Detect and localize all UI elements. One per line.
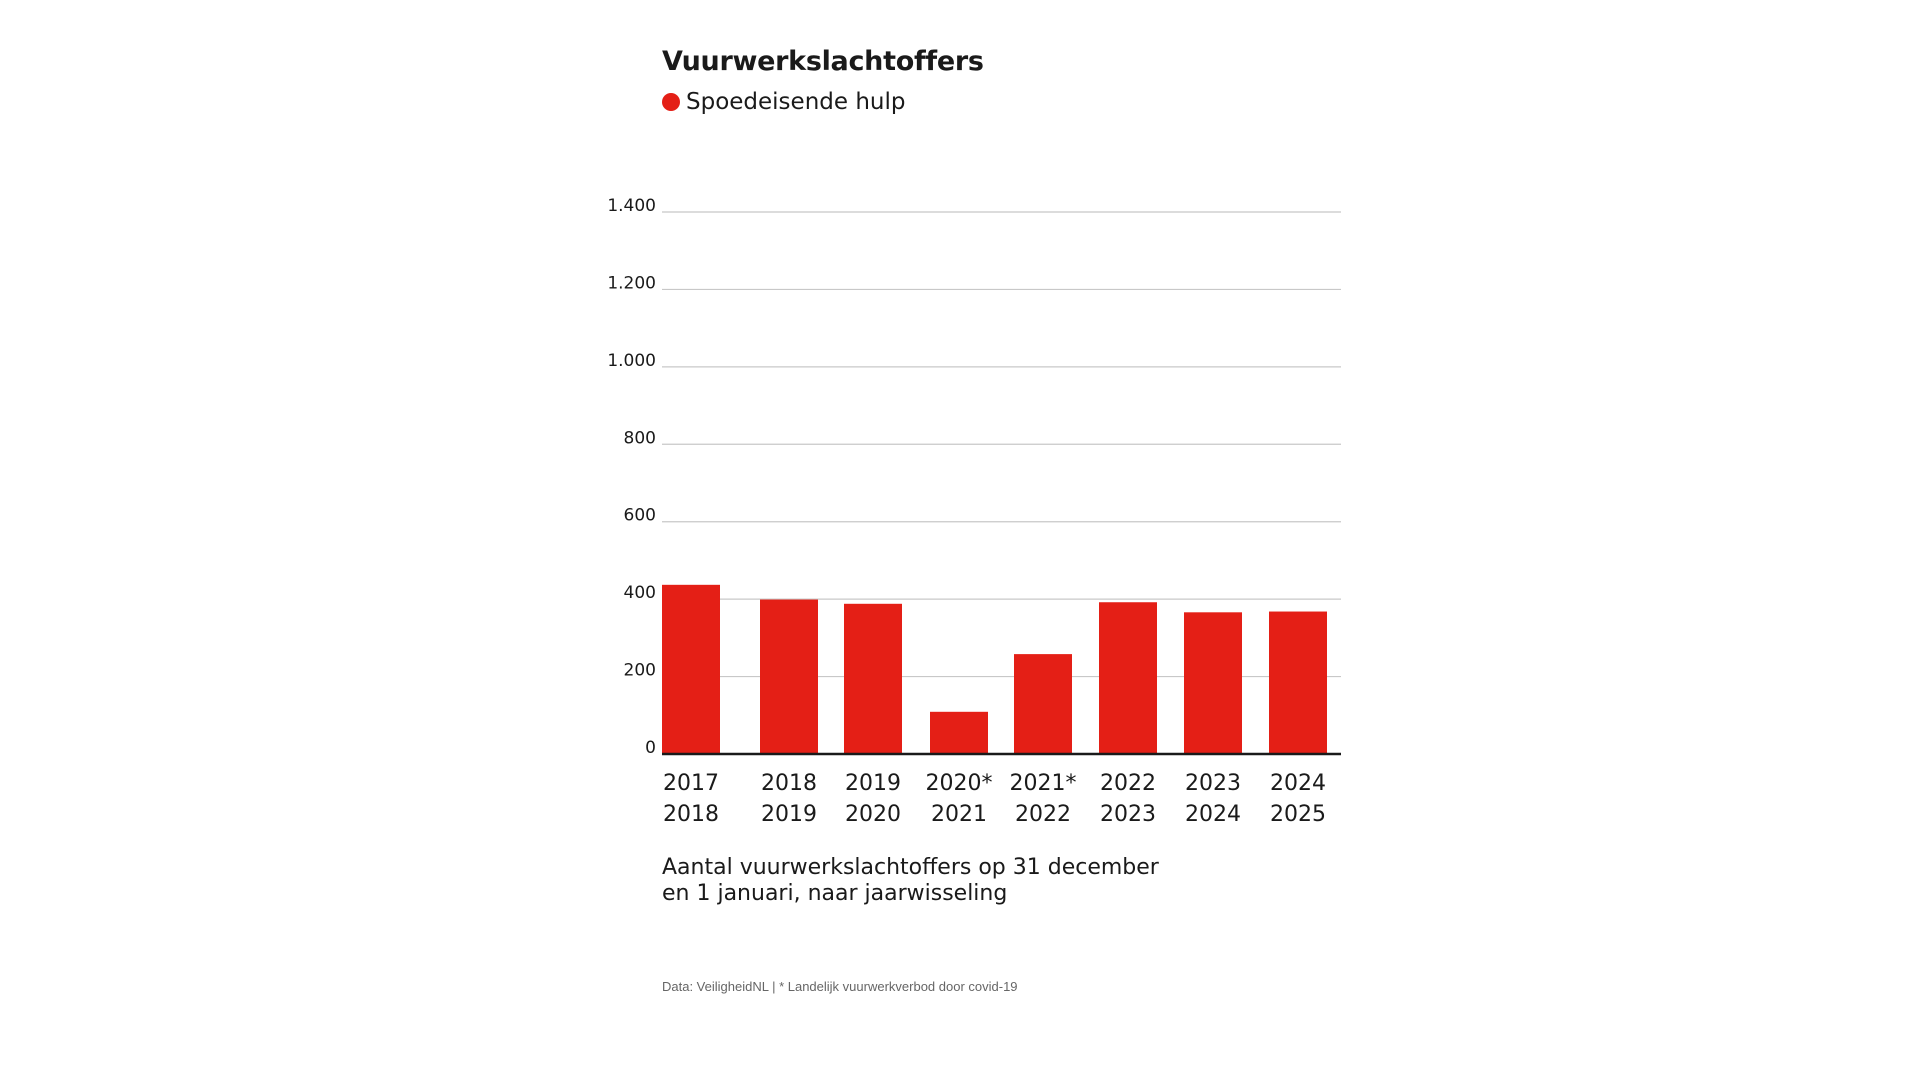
- x-tick-label: 2018: [761, 771, 817, 796]
- x-tick-label: 2019: [761, 802, 817, 827]
- x-tick-label: 2023: [1185, 771, 1241, 796]
- chart-subtitle: Aantal vuurwerkslachtoffers op 31 decemb…: [662, 855, 1159, 907]
- x-tick-label: 2017: [663, 771, 719, 796]
- x-tick-label: 2019: [845, 771, 901, 796]
- subtitle-line: en 1 januari, naar jaarwisseling: [662, 881, 1008, 906]
- bar: [662, 584, 720, 754]
- x-tick-label: 2022: [1015, 802, 1071, 827]
- legend: Spoedeisende hulp: [662, 89, 905, 115]
- chart-title: Vuurwerkslachtoffers: [662, 46, 984, 77]
- bar: [1099, 602, 1157, 754]
- legend-dot-icon: [662, 93, 680, 111]
- x-tick-label: 2024: [1185, 802, 1241, 827]
- y-tick-label: 1.200: [607, 273, 656, 293]
- y-tick-label: 800: [624, 428, 656, 448]
- bar: [1184, 612, 1242, 754]
- x-tick-label: 2020: [845, 802, 901, 827]
- x-tick-label: 2023: [1100, 802, 1156, 827]
- x-tick-label: 2021*: [1010, 771, 1077, 796]
- x-tick-label: 2021: [931, 802, 987, 827]
- bar: [930, 711, 988, 754]
- x-tick-label: 2020*: [926, 771, 993, 796]
- bar: [1269, 611, 1327, 754]
- x-tick-label: 2025: [1270, 802, 1326, 827]
- y-tick-label: 400: [624, 583, 656, 603]
- bar: [844, 603, 902, 754]
- bar: [1014, 654, 1072, 754]
- x-tick-label: 2018: [663, 802, 719, 827]
- x-tick-label: 2024: [1270, 771, 1326, 796]
- y-tick-label: 0: [645, 738, 656, 758]
- source-note: Data: VeiligheidNL | * Landelijk vuurwer…: [662, 979, 1018, 994]
- bar: [760, 599, 818, 754]
- y-tick-label: 1.400: [607, 196, 656, 216]
- y-tick-label: 600: [624, 506, 656, 526]
- y-tick-label: 1.000: [607, 351, 656, 371]
- subtitle-line: Aantal vuurwerkslachtoffers op 31 decemb…: [662, 855, 1159, 880]
- legend-label: Spoedeisende hulp: [686, 89, 906, 115]
- y-tick-label: 200: [624, 661, 656, 681]
- x-tick-label: 2022: [1100, 771, 1156, 796]
